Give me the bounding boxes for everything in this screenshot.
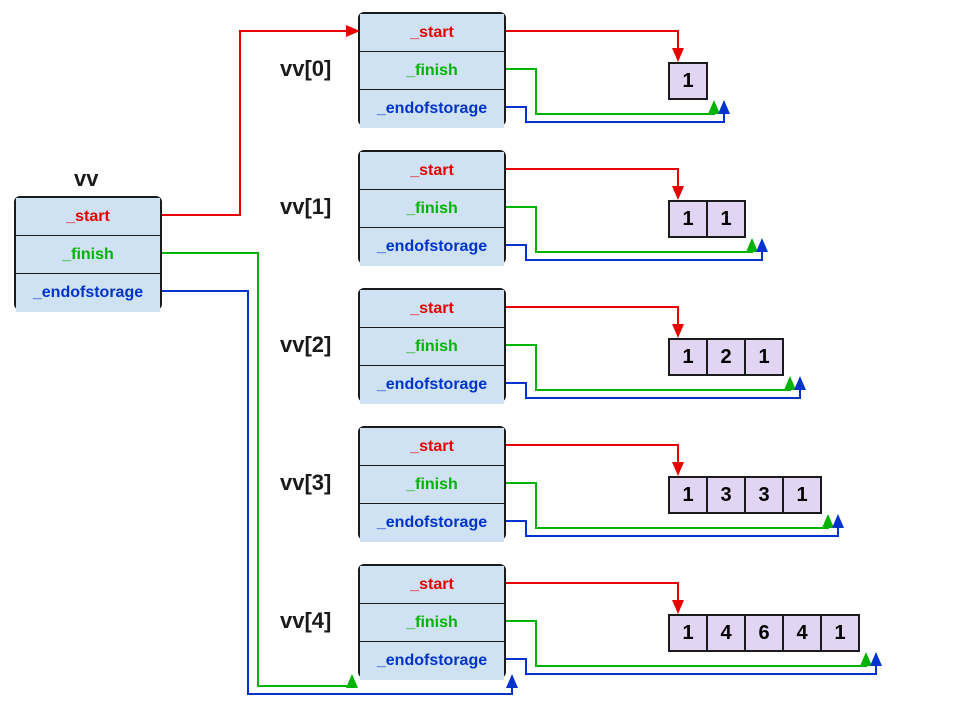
row-0-box: _start_finish_endofstorage	[358, 12, 506, 126]
row-2-finish-row: _finish	[360, 328, 504, 366]
row-1-cell-1: 1	[706, 200, 746, 238]
row-3-label: vv[3]	[280, 470, 331, 496]
row-3-cell-0: 1	[668, 476, 708, 514]
row-2-label: vv[2]	[280, 332, 331, 358]
vv-label: vv	[74, 166, 98, 192]
row-2-cell-0: 1	[668, 338, 708, 376]
row-1-data-array: 11	[668, 200, 746, 238]
row-1-box: _start_finish_endofstorage	[358, 150, 506, 264]
row-2-data-array: 121	[668, 338, 784, 376]
row-1-end-row: _endofstorage	[360, 228, 504, 266]
row-2-box: _start_finish_endofstorage	[358, 288, 506, 402]
row-0-finish-row: _finish	[360, 52, 504, 90]
vv-box: _start_finish_endofstorage	[14, 196, 162, 310]
row-1-finish-row: _finish	[360, 190, 504, 228]
vv-finish-row: _finish	[16, 236, 160, 274]
row-4-cell-1: 4	[706, 614, 746, 652]
row-2-cell-1: 2	[706, 338, 746, 376]
row-0-start-row: _start	[360, 14, 504, 52]
row-4-data-array: 14641	[668, 614, 860, 652]
row-3-end-row: _endofstorage	[360, 504, 504, 542]
row-1-label: vv[1]	[280, 194, 331, 220]
vv-start-row: _start	[16, 198, 160, 236]
row-0-data-array: 1	[668, 62, 708, 100]
row-4-cell-4: 1	[820, 614, 860, 652]
row-4-start-row: _start	[360, 566, 504, 604]
row-3-finish-row: _finish	[360, 466, 504, 504]
row-2-cell-2: 1	[744, 338, 784, 376]
row-2-end-row: _endofstorage	[360, 366, 504, 404]
vv-end-row: _endofstorage	[16, 274, 160, 312]
row-0-label: vv[0]	[280, 56, 331, 82]
row-3-cell-2: 3	[744, 476, 784, 514]
row-0-cell-0: 1	[668, 62, 708, 100]
row-0-end-row: _endofstorage	[360, 90, 504, 128]
row-3-data-array: 1331	[668, 476, 822, 514]
row-1-start-row: _start	[360, 152, 504, 190]
row-3-cell-1: 3	[706, 476, 746, 514]
row-4-label: vv[4]	[280, 608, 331, 634]
row-4-end-row: _endofstorage	[360, 642, 504, 680]
row-1-cell-0: 1	[668, 200, 708, 238]
row-2-start-row: _start	[360, 290, 504, 328]
row-3-box: _start_finish_endofstorage	[358, 426, 506, 540]
row-4-cell-2: 6	[744, 614, 784, 652]
row-4-finish-row: _finish	[360, 604, 504, 642]
row-3-start-row: _start	[360, 428, 504, 466]
row-4-cell-0: 1	[668, 614, 708, 652]
row-4-cell-3: 4	[782, 614, 822, 652]
row-4-box: _start_finish_endofstorage	[358, 564, 506, 678]
row-3-cell-3: 1	[782, 476, 822, 514]
